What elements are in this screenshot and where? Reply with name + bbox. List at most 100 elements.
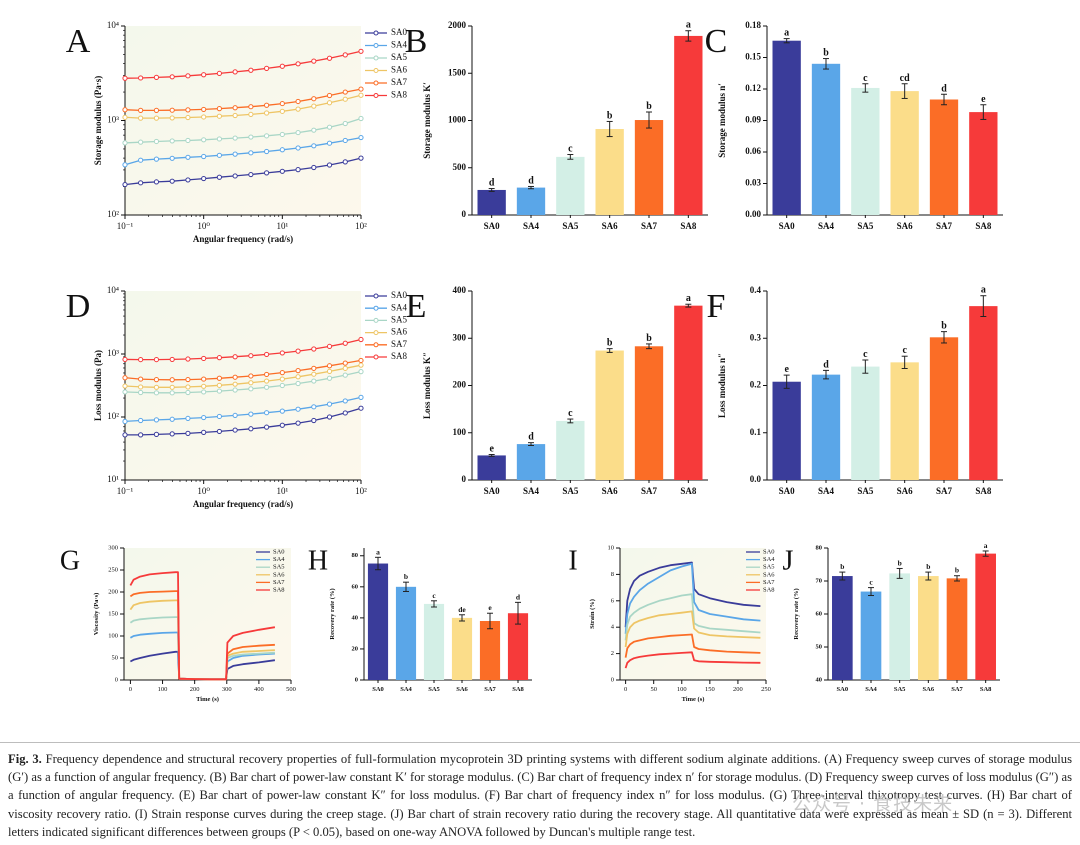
y-axis-label: Recovery rate (%) <box>329 588 336 639</box>
legend-label-sa4: SA4 <box>391 302 408 312</box>
data-point-sa6 <box>216 382 223 388</box>
data-point-sa0 <box>169 431 175 437</box>
data-point-sa0 <box>232 173 238 179</box>
x-tick-label: 300 <box>222 686 232 693</box>
data-point-sa0 <box>326 162 333 168</box>
data-point-sa0 <box>122 181 128 188</box>
data-point-sa0 <box>264 424 270 430</box>
x-tick-label: 150 <box>705 686 715 693</box>
panel-label-e: E <box>406 288 427 325</box>
bar-sa0 <box>772 381 801 480</box>
data-point-sa5 <box>358 115 364 122</box>
y-tick-label: 1500 <box>448 67 467 77</box>
data-point-sa6 <box>326 368 333 374</box>
significance-letter: b <box>646 101 652 112</box>
data-point-sa5 <box>264 133 270 139</box>
bar-sa8 <box>674 35 703 215</box>
data-point-sa6 <box>153 115 160 121</box>
x-tick-label: SA4 <box>523 486 540 496</box>
y-axis-label: Loss modulus n″ <box>717 353 727 418</box>
y-tick-label: 0.09 <box>745 115 761 125</box>
y-tick-label: 60 <box>352 583 359 590</box>
x-tick-label: SA8 <box>975 486 992 496</box>
x-tick-label: 10⁻¹ <box>117 486 134 496</box>
bar-sa6 <box>918 576 939 680</box>
data-point-sa4 <box>138 157 144 163</box>
data-point-sa8 <box>342 340 348 346</box>
panel-g: G0 100 200 300 400 500050100150200250300Time … <box>60 544 296 703</box>
series-line-sa7 <box>124 88 362 112</box>
x-tick-label: 250 <box>761 686 771 693</box>
x-tick-label: 10⁻¹ <box>117 221 134 231</box>
bar-sa5 <box>851 87 880 215</box>
x-tick-label: 10¹ <box>276 486 288 496</box>
significance-letter: c <box>568 144 573 155</box>
x-axis-label: Time (s) <box>196 696 219 703</box>
x-tick-label: 400 <box>254 686 264 693</box>
significance-letter: a <box>784 28 789 39</box>
x-tick-label: SA7 <box>484 686 496 693</box>
data-point-sa8 <box>216 70 223 77</box>
data-point-sa0 <box>311 417 317 424</box>
panel-d: D 10⁻¹ 10⁰ 10¹ 10² 10¹ 10² 10³ 10⁴ Angular freque… <box>66 285 408 509</box>
data-point-sa6 <box>138 384 144 390</box>
x-axis-label: Angular frequency (rad/s) <box>193 499 293 509</box>
data-point-sa4 <box>248 150 254 156</box>
panel-f: F 0.0 0.1 0.2 0.3 0.4 Loss modulus n″ e SA0 d SA4 c… <box>707 285 1003 496</box>
data-point-sa8 <box>311 346 317 352</box>
panel-h: H 0 20 40 60 80 Recovery rate (%) a SA0 b SA4 c SA5 d… <box>308 545 532 693</box>
data-point-sa0 <box>311 164 317 171</box>
significance-letter: b <box>646 333 652 344</box>
legend-label-sa7: SA7 <box>763 579 775 586</box>
x-tick-label: SA7 <box>641 221 658 231</box>
significance-letter: b <box>955 566 959 575</box>
significance-letter: de <box>458 605 466 614</box>
x-tick-label: SA5 <box>894 686 906 693</box>
data-point-sa8 <box>138 75 144 81</box>
x-tick-label: SA4 <box>523 221 540 231</box>
data-point-sa7 <box>342 360 348 366</box>
data-point-sa7 <box>311 365 317 371</box>
data-point-sa6 <box>279 108 285 114</box>
data-point-sa6 <box>232 381 238 387</box>
data-point-sa7 <box>326 92 333 99</box>
data-point-sa4 <box>232 412 238 419</box>
x-tick-label: 10² <box>355 221 367 231</box>
legend-marker <box>373 93 379 98</box>
data-point-sa0 <box>279 422 285 428</box>
data-point-sa7 <box>279 370 285 376</box>
data-point-sa0 <box>153 431 160 437</box>
y-tick-label: 10¹ <box>107 474 119 484</box>
data-point-sa8 <box>216 355 223 361</box>
bar-sa8 <box>969 112 998 215</box>
panel-label-a: A <box>66 23 91 60</box>
legend-marker <box>373 68 379 73</box>
significance-letter: d <box>489 178 495 189</box>
significance-letter: e <box>489 443 494 454</box>
x-tick-label: SA5 <box>857 486 874 496</box>
plot-background <box>125 26 361 215</box>
data-point-sa6 <box>201 114 207 120</box>
bar-sa4 <box>811 63 841 215</box>
bar-sa7 <box>929 337 959 480</box>
data-point-sa7 <box>153 377 160 383</box>
x-tick-label: SA4 <box>818 486 835 496</box>
bar-sa4 <box>811 374 841 480</box>
legend-label-sa8: SA8 <box>391 351 408 361</box>
bar-sa6 <box>451 617 473 680</box>
y-axis-label: Storage modulus n′ <box>717 83 727 158</box>
data-point-sa8 <box>248 353 254 359</box>
significance-letter: c <box>902 345 907 356</box>
series-line-sa5 <box>124 370 362 394</box>
data-point-sa5 <box>248 386 254 392</box>
x-tick-label: 0 <box>624 686 627 693</box>
data-point-sa5 <box>122 389 128 395</box>
data-point-sa4 <box>342 398 348 404</box>
data-point-sa0 <box>279 168 285 174</box>
data-point-sa7 <box>295 98 301 105</box>
panel-label-i: I <box>568 545 577 576</box>
data-point-sa8 <box>279 350 285 356</box>
x-tick-label: 200 <box>733 686 743 693</box>
y-tick-label: 10³ <box>107 348 119 358</box>
bar-sa5 <box>423 603 445 680</box>
